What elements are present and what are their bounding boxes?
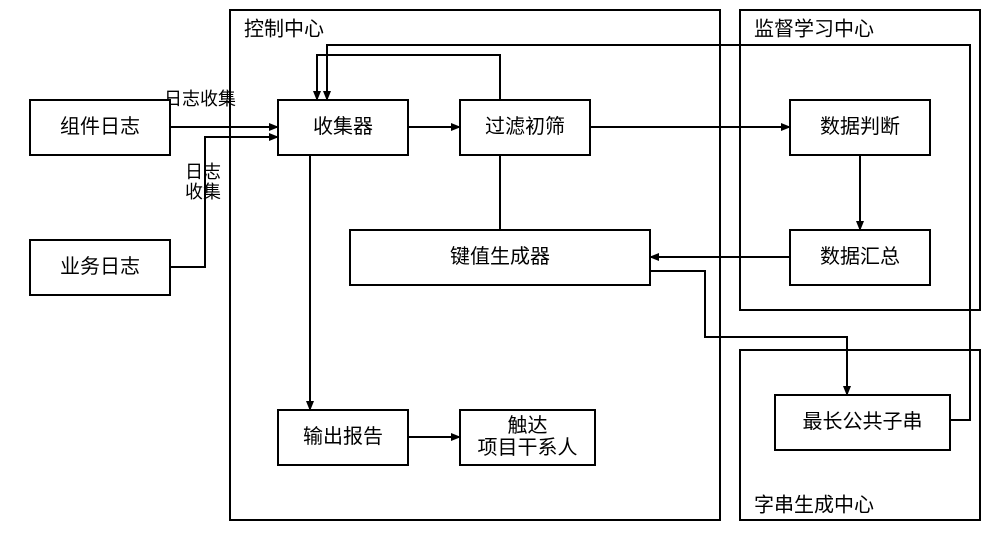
node-label-report: 输出报告 [303, 425, 383, 448]
node-label-stakeholder-1: 触达 [508, 414, 548, 437]
node-label-judge: 数据判断 [820, 115, 900, 138]
node-label-aggregate: 数据汇总 [820, 245, 900, 268]
container-label-supervised_center: 监督学习中心 [754, 17, 874, 40]
edge-label-comp-to-coll: 日志收集 [164, 89, 236, 109]
edge-label-biz-to-coll-1: 日志 [185, 162, 221, 182]
flowchart-diagram: 控制中心监督学习中心字串生成中心 日志收集日志收集 组件日志业务日志收集器过滤初… [0, 0, 1000, 548]
node-label-filter: 过滤初筛 [485, 115, 565, 138]
node-label-stakeholder-2: 项目干系人 [478, 436, 578, 459]
node-label-lcs: 最长公共子串 [803, 410, 923, 433]
node-label-business_log: 业务日志 [60, 255, 140, 278]
edge-keygen-to-lcs [650, 271, 847, 395]
container-label-control_center: 控制中心 [244, 17, 324, 40]
node-label-collector: 收集器 [313, 115, 373, 138]
node-label-component_log: 组件日志 [60, 115, 140, 138]
edge-biz-to-coll [170, 137, 278, 267]
container-label-string_center: 字串生成中心 [754, 493, 874, 516]
edge-label-biz-to-coll-2: 收集 [185, 182, 221, 202]
node-label-key_gen: 键值生成器 [450, 245, 550, 268]
